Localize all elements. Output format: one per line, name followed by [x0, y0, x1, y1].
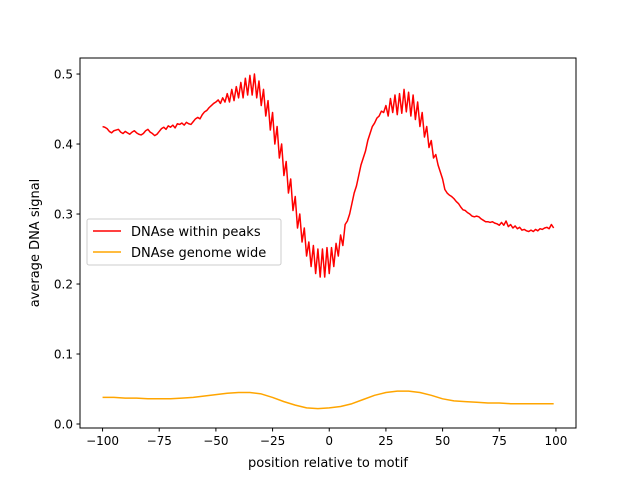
y-tick-label: 0.0: [54, 418, 73, 432]
x-tick-label: 75: [492, 434, 507, 448]
y-tick-label: 0.3: [54, 208, 73, 222]
x-tick-label: 0: [325, 434, 333, 448]
x-tick-label: 100: [544, 434, 567, 448]
legend-label-within-peaks: DNAse within peaks: [131, 225, 261, 240]
y-axis-label: average DNA signal: [28, 179, 43, 308]
x-axis: −100 −75 −50 −25 0 25 50 75 100: [86, 428, 567, 448]
y-tick-label: 0.5: [54, 68, 73, 82]
x-tick-label: −75: [147, 434, 172, 448]
legend-box: [86, 218, 282, 266]
x-tick-label: −50: [203, 434, 228, 448]
series-line-genome-wide: [102, 390, 554, 410]
x-tick-label: −25: [260, 434, 285, 448]
legend-label-genome-wide: DNAse genome wide: [131, 246, 266, 261]
x-axis-label: position relative to motif: [248, 456, 408, 471]
x-tick-label: 25: [378, 434, 393, 448]
y-tick-label: 0.1: [54, 348, 73, 362]
series-line-within-peaks: [102, 73, 555, 278]
plot-lines: [102, 73, 555, 410]
legend: DNAse within peaks DNAse genome wide: [86, 218, 282, 266]
y-tick-label: 0.2: [54, 278, 73, 292]
axes-frame: [79, 57, 577, 429]
x-tick-label: −100: [86, 434, 119, 448]
y-axis: 0.0 0.1 0.2 0.3 0.4 0.5: [54, 68, 80, 432]
x-tick-label: 50: [435, 434, 450, 448]
y-tick-label: 0.4: [54, 138, 73, 152]
